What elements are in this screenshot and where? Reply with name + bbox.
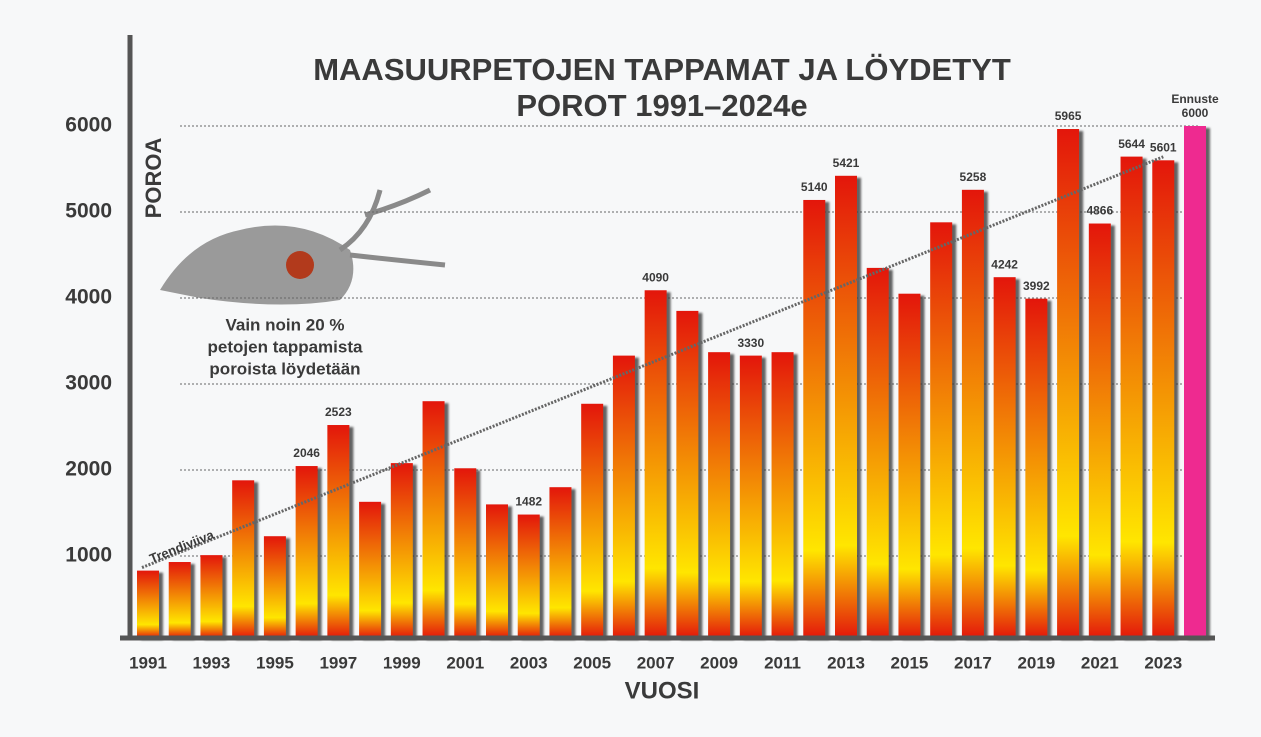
bar — [898, 294, 920, 638]
x-tick-label: 2017 — [954, 653, 992, 672]
bar — [645, 290, 667, 638]
value-label: 6000 — [1182, 106, 1209, 120]
bar — [423, 401, 445, 638]
bar — [264, 536, 286, 638]
bar — [549, 487, 571, 638]
y-tick-label: 5000 — [65, 200, 112, 223]
bar — [1089, 224, 1111, 638]
bar — [1121, 157, 1143, 638]
y-tick-label: 4000 — [65, 286, 112, 309]
x-tick-label: 2001 — [446, 653, 484, 672]
bar — [994, 277, 1016, 638]
value-label: 5965 — [1055, 109, 1082, 123]
bar — [962, 190, 984, 638]
bar — [1184, 126, 1206, 638]
value-label: 5258 — [960, 170, 987, 184]
bar — [296, 466, 318, 638]
bar — [391, 463, 413, 638]
forecast-label: Ennuste — [1171, 92, 1219, 106]
annotation: poroista löydetään — [209, 359, 360, 378]
x-tick-label: 2023 — [1144, 653, 1182, 672]
y-axis-label: POROA — [141, 138, 166, 219]
x-tick-label: 2015 — [891, 653, 929, 672]
bar — [518, 515, 540, 638]
value-label: 5140 — [801, 180, 828, 194]
x-tick-label: 2003 — [510, 653, 548, 672]
value-label: 2046 — [293, 446, 320, 460]
bar — [676, 311, 698, 638]
x-tick-label: 1993 — [193, 653, 231, 672]
bar — [867, 268, 889, 638]
x-axis-label: VUOSI — [625, 677, 700, 704]
bar — [772, 352, 794, 638]
bar — [740, 356, 762, 638]
value-label: 3330 — [737, 336, 764, 350]
bar — [486, 504, 508, 638]
bar — [803, 200, 825, 638]
value-label: 3992 — [1023, 279, 1050, 293]
bar — [359, 502, 381, 638]
x-tick-label: 1995 — [256, 653, 294, 672]
bar — [1152, 160, 1174, 638]
x-tick-label: 2007 — [637, 653, 675, 672]
x-tick-label: 2011 — [764, 653, 801, 672]
bar — [613, 356, 635, 638]
bar — [708, 352, 730, 638]
bar — [232, 480, 254, 638]
value-label: 4090 — [642, 270, 669, 284]
bar — [169, 562, 191, 638]
value-label: 5421 — [833, 156, 860, 170]
y-tick-label: 3000 — [65, 372, 112, 395]
chart-title: MAASUURPETOJEN TAPPAMAT JA LÖYDETYT — [313, 52, 1011, 87]
bar — [835, 176, 857, 638]
y-tick-label: 2000 — [65, 458, 112, 481]
value-label: 5601 — [1150, 140, 1177, 154]
chart-title: POROT 1991–2024e — [516, 88, 807, 123]
x-tick-label: 2005 — [573, 653, 611, 672]
value-label: 4866 — [1086, 204, 1113, 218]
bar — [1057, 129, 1079, 638]
y-tick-label: 1000 — [65, 544, 112, 567]
value-label: 2523 — [325, 405, 352, 419]
annotation: petojen tappamista — [208, 337, 363, 356]
bar — [454, 468, 476, 638]
x-tick-label: 1997 — [319, 653, 357, 672]
value-label: 4242 — [991, 257, 1018, 271]
bar — [581, 404, 603, 638]
y-tick-label: 6000 — [65, 114, 112, 137]
value-label: 1482 — [515, 495, 542, 509]
x-tick-label: 2009 — [700, 653, 738, 672]
x-tick-label: 1999 — [383, 653, 421, 672]
bar — [327, 425, 349, 638]
value-label: 5644 — [1118, 137, 1145, 151]
x-tick-label: 2013 — [827, 653, 865, 672]
bar — [137, 571, 159, 638]
bar — [200, 555, 222, 638]
chart: MAASUURPETOJEN TAPPAMAT JA LÖYDETYT PORO… — [0, 0, 1261, 737]
bar — [1025, 299, 1047, 638]
x-tick-label: 2021 — [1081, 653, 1119, 672]
bar — [930, 222, 952, 638]
x-tick-label: 1991 — [129, 653, 167, 672]
annotation: Vain noin 20 % — [225, 315, 344, 334]
x-tick-label: 2019 — [1017, 653, 1055, 672]
